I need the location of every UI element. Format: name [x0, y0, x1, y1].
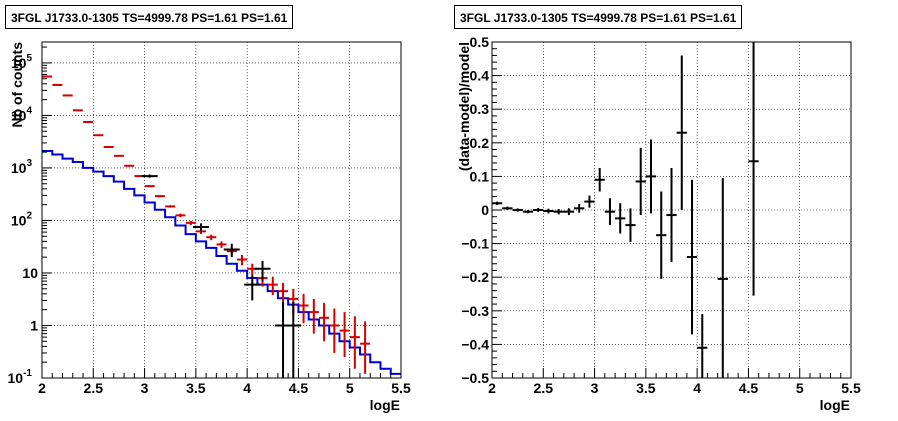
- right-residual-point: [686, 179, 698, 335]
- right-x-tick-label: 5: [796, 380, 804, 396]
- right-residual-point: [697, 314, 708, 378]
- left-red-point: [62, 94, 73, 97]
- left-red-point: [216, 241, 227, 248]
- right-y-tick-label: 0: [481, 202, 489, 218]
- right-residual-point: [512, 208, 523, 212]
- right-y-axis-title: (data-model)/model: [456, 42, 472, 171]
- left-red-point: [42, 75, 53, 78]
- left-red-point: [206, 234, 217, 241]
- left-red-point: [308, 298, 319, 334]
- left-black-point: [141, 174, 158, 178]
- right-x-tick-label: 2.5: [534, 380, 554, 396]
- right-chart-title: 3FGL J1733.0-1305 TS=4999.78 PS=1.61 PS=…: [454, 5, 743, 29]
- right-residual-point: [563, 208, 575, 216]
- left-red-point: [319, 302, 330, 342]
- right-y-tick-label: 0.5: [470, 34, 490, 50]
- left-red-point: [185, 220, 196, 225]
- right-x-tick-label: 3: [591, 380, 599, 396]
- left-red-point: [52, 83, 63, 86]
- right-residual-point: [522, 210, 534, 214]
- right-residual-point: [748, 42, 759, 296]
- left-model-histogram: [42, 150, 401, 375]
- right-residual-point: [553, 208, 564, 215]
- left-red-point: [93, 134, 104, 137]
- left-black-point: [285, 301, 302, 378]
- right-y-tick-label: −0.1: [461, 236, 489, 252]
- left-red-point: [72, 109, 83, 112]
- left-red-point: [339, 312, 350, 358]
- left-chart-title: 3FGL J1733.0-1305 TS=4999.78 PS=1.61 PS=…: [5, 5, 294, 29]
- right-plot: 2 2.5 3 3.5 4 4.5 5 5.5 −0.5 −0.4 −0.3 −0.2 −0.1 0 0.1…: [456, 34, 861, 413]
- right-residual-point: [584, 195, 595, 208]
- right-y-tick-label: 0.1: [470, 168, 490, 184]
- left-plot-frame: [41, 41, 402, 379]
- left-red-point: [298, 293, 309, 324]
- right-residual-point: [502, 206, 513, 210]
- right-residual-point: [615, 203, 626, 234]
- left-red-point: [278, 282, 289, 303]
- right-y-tick-label: −0.2: [461, 269, 489, 285]
- right-residual-point: [676, 55, 687, 210]
- left-x-tick-label: 3: [141, 380, 149, 396]
- right-x-tick-label: 3.5: [636, 380, 656, 396]
- left-plot: 2 2.5 3 3.5 4 4.5 5 5.510-1110102103104105logEN…: [8, 41, 411, 413]
- left-red-point: [113, 154, 124, 157]
- right-residual-point: [604, 198, 616, 226]
- right-x-tick-label: 2: [488, 380, 496, 396]
- right-residual-point: [543, 208, 554, 214]
- left-plot-background: [42, 42, 401, 378]
- right-x-axis-title: logE: [820, 397, 850, 413]
- right-y-tick-label: 0.3: [470, 101, 490, 117]
- left-red-point: [349, 316, 360, 369]
- right-x-tick-label: 4.5: [739, 380, 759, 396]
- left-x-tick-label: 5.5: [391, 380, 411, 396]
- left-black-point: [254, 260, 271, 282]
- left-red-point: [83, 120, 94, 123]
- left-x-tick-label: 2.5: [84, 380, 104, 396]
- right-residual-point: [594, 168, 605, 192]
- left-y-tick-label: 10: [22, 265, 38, 281]
- left-red-point: [144, 185, 155, 188]
- left-red-point: [360, 321, 371, 374]
- left-red-point: [267, 276, 278, 296]
- right-y-tick-label: 0.2: [470, 135, 490, 151]
- left-red-point: [103, 146, 114, 149]
- left-red-point: [237, 254, 248, 266]
- right-residual-point: [533, 207, 544, 213]
- right-y-tick-label: 0.4: [470, 68, 490, 84]
- right-y-tick-label: −0.5: [461, 370, 489, 386]
- left-y-tick-label: 102: [11, 210, 33, 228]
- left-red-point: [124, 164, 135, 167]
- left-x-tick-label: 2: [38, 380, 46, 396]
- right-residual-point: [625, 208, 636, 242]
- right-y-tick-label: −0.4: [461, 336, 489, 352]
- right-residual-point: [656, 191, 667, 279]
- left-x-tick-label: 3.5: [186, 380, 206, 396]
- left-black-point: [244, 275, 261, 301]
- right-residual-point: [717, 178, 728, 378]
- right-points: [492, 42, 759, 378]
- left-y-tick-label: 103: [11, 158, 33, 176]
- left-red-point: [329, 308, 340, 353]
- left-red-point: [154, 195, 165, 198]
- left-y-axis-title: Nb of counts: [9, 42, 25, 128]
- right-x-tick-label: 5.5: [841, 380, 861, 396]
- right-x-tick-label: 4: [693, 380, 701, 396]
- left-x-tick-label: 4: [243, 380, 251, 396]
- right-residual-point: [645, 139, 657, 214]
- left-x-tick-label: 5: [346, 380, 354, 396]
- right-residual-point: [574, 203, 585, 213]
- left-red-point: [165, 205, 176, 208]
- left-black-point: [192, 223, 209, 232]
- left-x-axis-title: logE: [370, 397, 400, 413]
- right-residual-point: [666, 168, 677, 263]
- left-x-tick-label: 4.5: [289, 380, 309, 396]
- left-black-point: [223, 243, 240, 258]
- left-red-point: [175, 213, 186, 218]
- right-y-tick-label: −0.3: [461, 303, 489, 319]
- left-y-tick-label: 10-1: [8, 368, 33, 386]
- right-residual-point: [635, 147, 646, 216]
- left-y-tick-label: 1: [30, 317, 38, 333]
